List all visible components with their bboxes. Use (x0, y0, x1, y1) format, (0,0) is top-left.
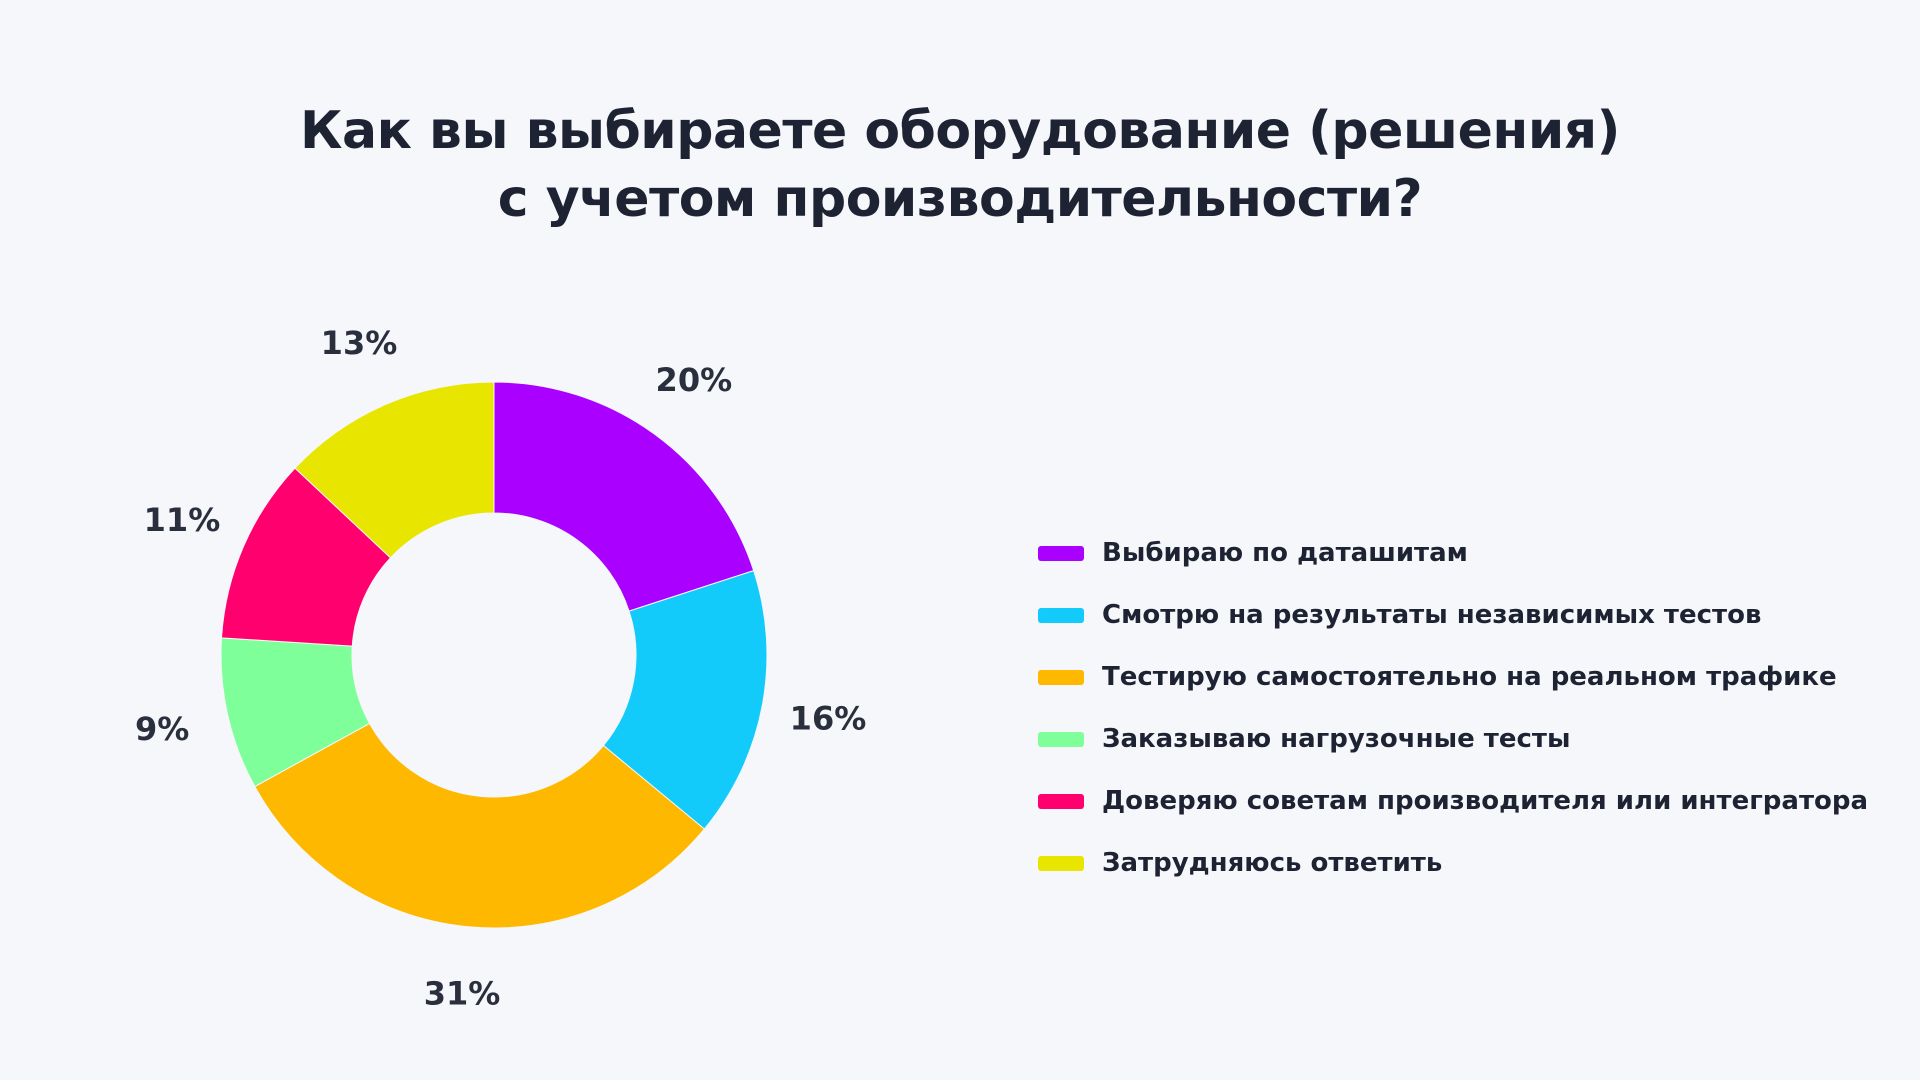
donut-chart: 20% 16% 31% 9% 11% 13% (135, 324, 866, 1013)
slice-value-label-6: 13% (321, 324, 398, 362)
legend-swatch (1038, 793, 1084, 809)
slice-value-label-5: 11% (144, 501, 221, 539)
legend-label: Заказываю нагрузочные тесты (1102, 724, 1571, 754)
donut-slices (220, 381, 768, 929)
chart-title: Как вы выбираете оборудование (решения) … (0, 97, 1920, 233)
chart-title-line-2: с учетом производительности? (497, 168, 1423, 229)
donut-slice-3 (254, 722, 706, 929)
legend-label: Доверяю советам производителя или интегр… (1102, 786, 1869, 816)
slice-value-label-3: 31% (424, 974, 501, 1012)
chart-legend: Выбираю по даташитам Смотрю на результаты… (1038, 522, 1868, 894)
legend-swatch (1038, 731, 1084, 747)
legend-swatch (1038, 669, 1084, 685)
legend-item-5: Доверяю советам производителя или интегр… (1038, 770, 1868, 832)
donut-slice-6 (294, 381, 495, 559)
donut-value-labels: 20% 16% 31% 9% 11% 13% (135, 324, 866, 1013)
slice-value-label-2: 16% (790, 700, 867, 738)
slice-value-label-4: 9% (135, 710, 189, 748)
slice-value-label-1: 20% (656, 361, 733, 399)
legend-swatch (1038, 855, 1084, 871)
legend-item-3: Тестирую самостоятельно на реальном траф… (1038, 646, 1868, 708)
legend-label: Смотрю на результаты независимых тестов (1102, 600, 1762, 630)
legend-label: Выбираю по даташитам (1102, 538, 1468, 568)
legend-swatch (1038, 607, 1084, 623)
legend-label: Тестирую самостоятельно на реальном траф… (1102, 662, 1837, 692)
legend-item-4: Заказываю нагрузочные тесты (1038, 708, 1868, 770)
legend-item-1: Выбираю по даташитам (1038, 522, 1868, 584)
legend-item-2: Смотрю на результаты независимых тестов (1038, 584, 1868, 646)
donut-slice-2 (602, 570, 768, 830)
chart-title-line-1: Как вы выбираете оборудование (решения) (300, 100, 1620, 161)
legend-swatch (1038, 545, 1084, 561)
legend-item-6: Затрудняюсь ответить (1038, 832, 1868, 894)
donut-slice-1 (493, 381, 755, 612)
legend-label: Затрудняюсь ответить (1102, 848, 1443, 878)
